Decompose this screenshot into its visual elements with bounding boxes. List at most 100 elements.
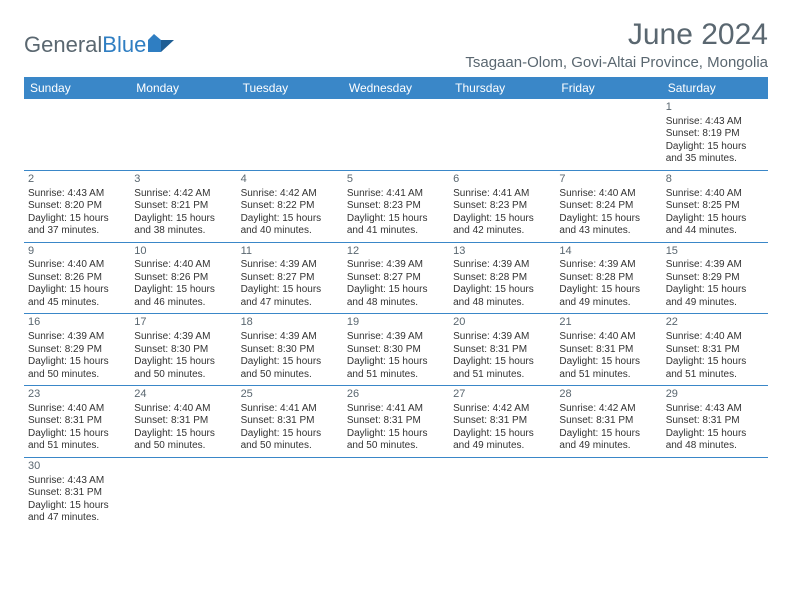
day-info-line: Sunset: 8:26 PM [134,272,232,285]
calendar-page: GeneralBlue June 2024 Tsagaan-Olom, Govi… [0,0,792,547]
day-info-line: Sunrise: 4:42 AM [559,403,657,416]
day-header: Monday [130,77,236,99]
day-info-line: Daylight: 15 hours [347,284,445,297]
week-row: 1Sunrise: 4:43 AMSunset: 8:19 PMDaylight… [24,99,768,171]
day-cell: 5Sunrise: 4:41 AMSunset: 8:23 PMDaylight… [343,171,449,242]
day-cell: 23Sunrise: 4:40 AMSunset: 8:31 PMDayligh… [24,386,130,457]
day-number: 3 [134,173,232,187]
day-number: 2 [28,173,126,187]
day-info-line: and 51 minutes. [559,369,657,382]
day-info-line: Sunset: 8:30 PM [134,344,232,357]
day-info-line: and 49 minutes. [559,440,657,453]
day-cell: 13Sunrise: 4:39 AMSunset: 8:28 PMDayligh… [449,243,555,314]
day-info-line: and 35 minutes. [666,153,764,166]
day-cell: 15Sunrise: 4:39 AMSunset: 8:29 PMDayligh… [662,243,768,314]
day-info-line: Daylight: 15 hours [347,428,445,441]
day-info-line: Sunrise: 4:39 AM [666,259,764,272]
day-info-line: and 49 minutes. [666,297,764,310]
logo-icon [148,32,174,58]
day-cell: 6Sunrise: 4:41 AMSunset: 8:23 PMDaylight… [449,171,555,242]
day-info-line: Sunrise: 4:42 AM [453,403,551,416]
day-info-line: and 47 minutes. [241,297,339,310]
day-info-line: Sunrise: 4:39 AM [28,331,126,344]
day-info-line: Sunrise: 4:41 AM [453,188,551,201]
day-info-line: Sunrise: 4:40 AM [134,403,232,416]
day-number: 6 [453,173,551,187]
day-cell: 20Sunrise: 4:39 AMSunset: 8:31 PMDayligh… [449,314,555,385]
day-info-line: Sunset: 8:27 PM [241,272,339,285]
day-number: 11 [241,245,339,259]
day-info-line: and 49 minutes. [453,440,551,453]
day-info-line: Daylight: 15 hours [559,284,657,297]
day-number: 19 [347,316,445,330]
day-number: 25 [241,388,339,402]
day-info-line: Sunrise: 4:40 AM [666,331,764,344]
day-info-line: Sunset: 8:31 PM [28,415,126,428]
empty-cell [130,458,236,529]
day-number: 14 [559,245,657,259]
day-cell: 11Sunrise: 4:39 AMSunset: 8:27 PMDayligh… [237,243,343,314]
day-info-line: Sunrise: 4:41 AM [347,403,445,416]
day-info-line: Sunrise: 4:43 AM [28,188,126,201]
day-info-line: Sunset: 8:31 PM [666,415,764,428]
day-cell: 30Sunrise: 4:43 AMSunset: 8:31 PMDayligh… [24,458,130,529]
day-info-line: Sunset: 8:24 PM [559,200,657,213]
day-info-line: Sunrise: 4:39 AM [453,259,551,272]
day-info-line: Sunrise: 4:40 AM [559,331,657,344]
day-info-line: Sunrise: 4:40 AM [134,259,232,272]
day-cell: 1Sunrise: 4:43 AMSunset: 8:19 PMDaylight… [662,99,768,170]
day-number: 23 [28,388,126,402]
day-info-line: Sunset: 8:22 PM [241,200,339,213]
day-header: Thursday [449,77,555,99]
day-info-line: Daylight: 15 hours [241,284,339,297]
day-info-line: Sunset: 8:28 PM [559,272,657,285]
day-info-line: Daylight: 15 hours [453,428,551,441]
day-info-line: Sunset: 8:21 PM [134,200,232,213]
day-info-line: Daylight: 15 hours [28,428,126,441]
day-info-line: Sunrise: 4:41 AM [241,403,339,416]
day-info-line: Daylight: 15 hours [347,356,445,369]
day-info-line: Daylight: 15 hours [347,213,445,226]
logo-text-2: Blue [102,32,146,58]
day-info-line: Daylight: 15 hours [666,428,764,441]
day-info-line: Daylight: 15 hours [241,356,339,369]
day-info-line: Daylight: 15 hours [134,428,232,441]
day-info-line: Sunrise: 4:43 AM [666,116,764,129]
empty-cell [662,458,768,529]
day-info-line: and 50 minutes. [28,369,126,382]
day-info-line: and 50 minutes. [347,440,445,453]
day-info-line: Daylight: 15 hours [666,213,764,226]
day-cell: 25Sunrise: 4:41 AMSunset: 8:31 PMDayligh… [237,386,343,457]
empty-cell [555,99,661,170]
logo-text-1: General [24,32,102,58]
week-row: 23Sunrise: 4:40 AMSunset: 8:31 PMDayligh… [24,386,768,458]
day-cell: 4Sunrise: 4:42 AMSunset: 8:22 PMDaylight… [237,171,343,242]
day-info-line: Daylight: 15 hours [666,141,764,154]
day-info-line: Daylight: 15 hours [559,213,657,226]
day-number: 20 [453,316,551,330]
day-number: 28 [559,388,657,402]
day-info-line: and 43 minutes. [559,225,657,238]
logo: GeneralBlue [24,32,174,58]
day-info-line: and 42 minutes. [453,225,551,238]
day-info-line: Sunset: 8:29 PM [28,344,126,357]
empty-cell [449,458,555,529]
empty-cell [237,458,343,529]
day-cell: 18Sunrise: 4:39 AMSunset: 8:30 PMDayligh… [237,314,343,385]
day-info-line: Daylight: 15 hours [666,284,764,297]
day-number: 18 [241,316,339,330]
empty-cell [343,458,449,529]
day-cell: 26Sunrise: 4:41 AMSunset: 8:31 PMDayligh… [343,386,449,457]
day-info-line: Sunset: 8:31 PM [28,487,126,500]
day-info-line: Daylight: 15 hours [666,356,764,369]
day-info-line: Sunset: 8:31 PM [134,415,232,428]
day-info-line: Sunrise: 4:42 AM [134,188,232,201]
day-info-line: and 49 minutes. [559,297,657,310]
day-info-line: and 50 minutes. [134,440,232,453]
day-info-line: and 38 minutes. [134,225,232,238]
day-info-line: Sunset: 8:25 PM [666,200,764,213]
day-info-line: Sunset: 8:30 PM [347,344,445,357]
day-info-line: Sunset: 8:30 PM [241,344,339,357]
day-info-line: and 40 minutes. [241,225,339,238]
week-row: 9Sunrise: 4:40 AMSunset: 8:26 PMDaylight… [24,243,768,315]
